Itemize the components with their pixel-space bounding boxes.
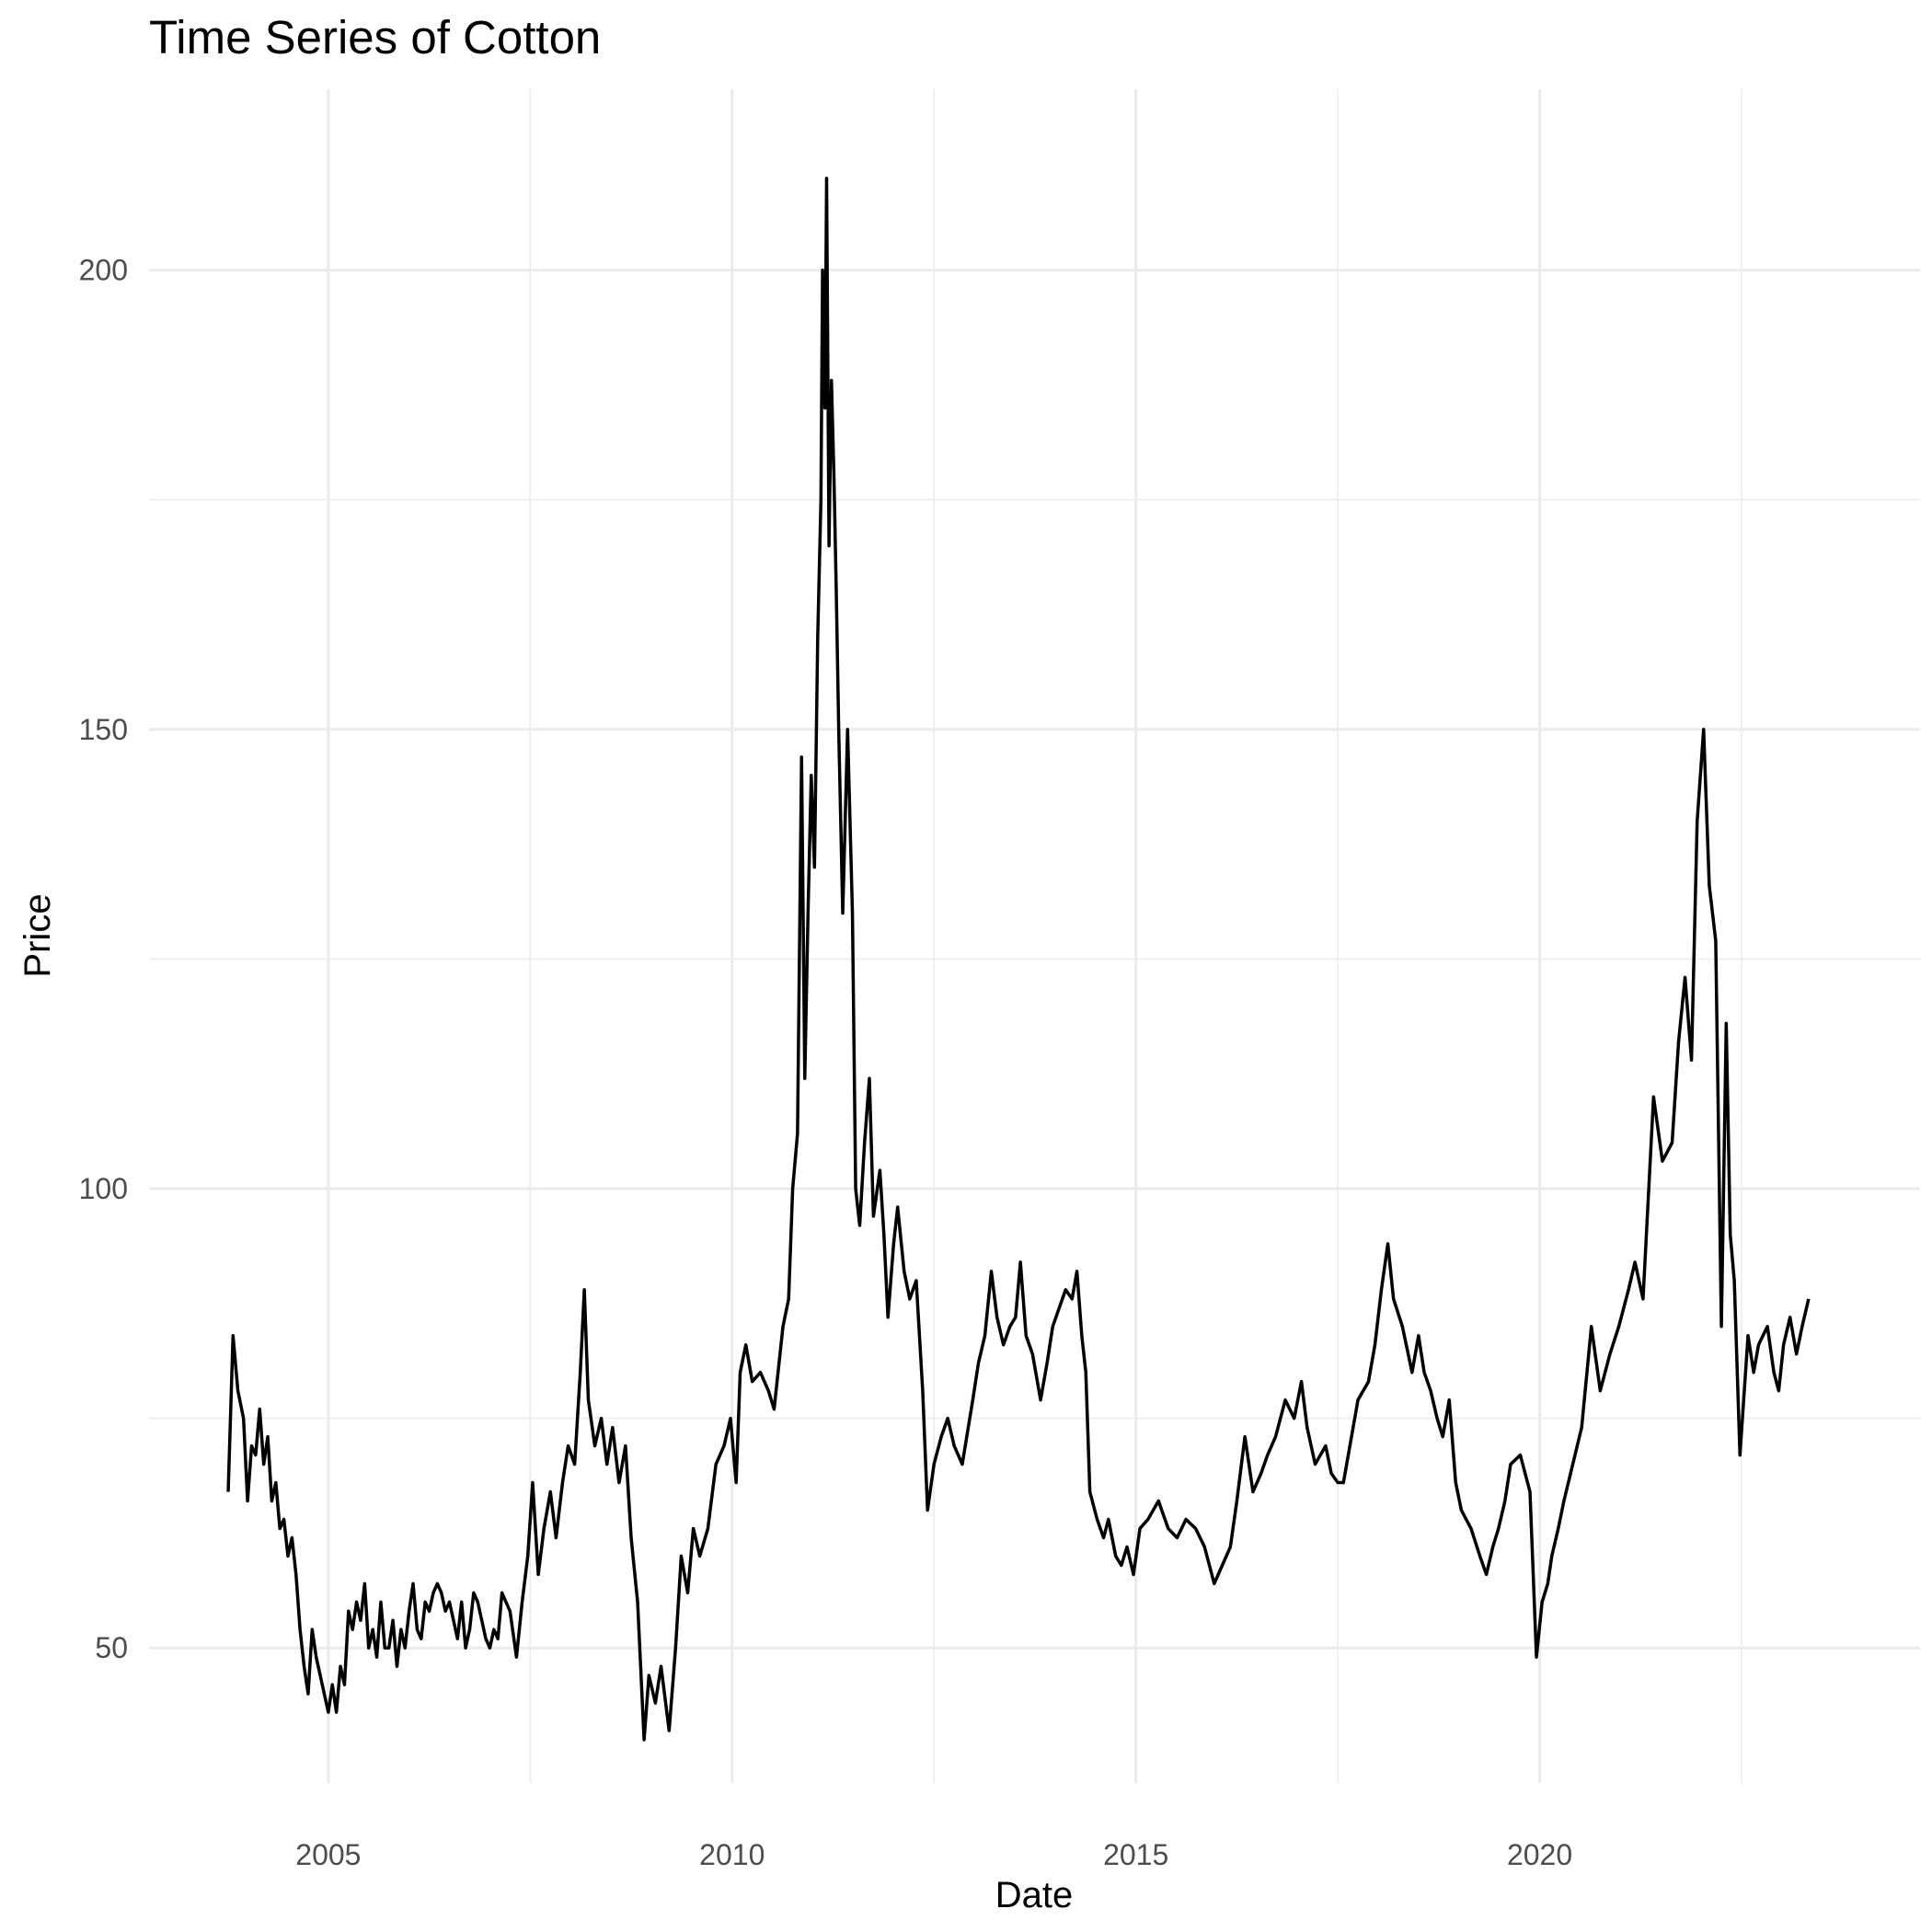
plot-area	[226, 177, 1811, 1742]
x-tick-label: 2010	[699, 1838, 765, 1871]
x-tick-label: 2015	[1103, 1838, 1168, 1871]
y-tick-label: 50	[95, 1631, 128, 1664]
chart-title: Time Series of Cotton	[149, 11, 601, 63]
y-axis-title: Price	[17, 893, 58, 977]
y-tick-label: 150	[79, 713, 128, 746]
x-tick-label: 2020	[1507, 1838, 1572, 1871]
y-tick-label: 100	[79, 1172, 128, 1205]
y-tick-label: 200	[79, 254, 128, 287]
x-tick-label: 2005	[295, 1838, 361, 1871]
x-axis-title: Date	[995, 1875, 1074, 1915]
series-line	[226, 177, 1811, 1742]
grid	[149, 89, 1920, 1783]
